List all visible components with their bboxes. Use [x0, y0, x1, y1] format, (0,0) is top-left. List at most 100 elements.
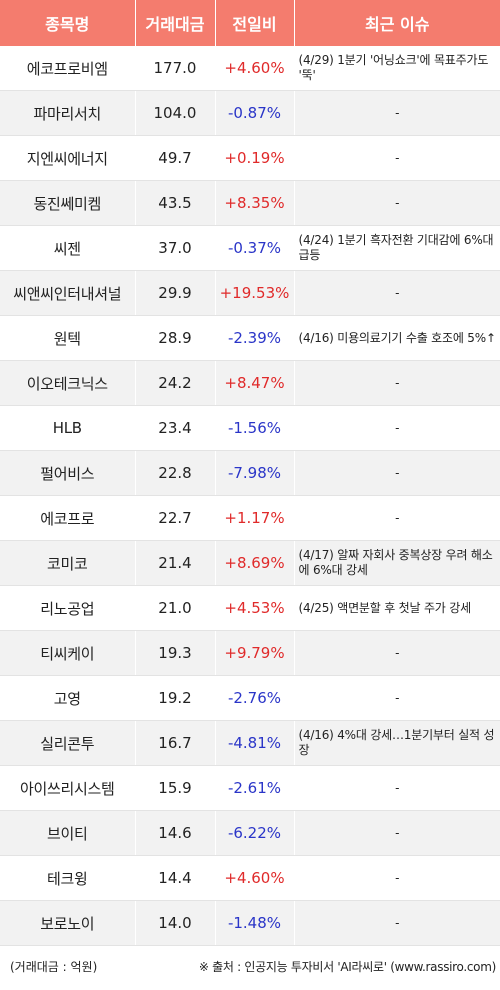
recent-issue: (4/17) 알짜 자회사 중복상장 우려 해소에 6%대 강세: [294, 540, 500, 586]
table-row: 펄어비스 22.8 -7.98% -: [0, 450, 500, 496]
recent-issue: -: [294, 135, 500, 181]
recent-issue: -: [294, 630, 500, 676]
price-change: +1.17%: [215, 495, 295, 541]
stock-name: 아이쓰리시스템: [0, 765, 136, 811]
stock-name: 파마리서치: [0, 90, 136, 136]
stock-name: 코미코: [0, 540, 136, 586]
trade-volume: 29.9: [135, 270, 216, 316]
trade-volume: 177.0: [135, 46, 216, 91]
recent-issue: -: [294, 405, 500, 451]
stock-name: 원텍: [0, 315, 136, 361]
recent-issue: (4/24) 1분기 흑자전환 기대감에 6%대 급등: [294, 225, 500, 271]
trade-volume: 16.7: [135, 720, 216, 766]
price-change: -7.98%: [215, 450, 295, 496]
price-change: -0.87%: [215, 90, 295, 136]
stock-name: 에코프로비엠: [0, 46, 136, 91]
recent-issue: (4/16) 미용의료기기 수출 호조에 5%↑: [294, 315, 500, 361]
table-row: 에코프로 22.7 +1.17% -: [0, 495, 500, 541]
recent-issue: (4/25) 액면분할 후 첫날 주가 강세: [294, 585, 500, 631]
price-change: +4.53%: [215, 585, 295, 631]
trade-volume: 22.7: [135, 495, 216, 541]
stock-name: 리노공업: [0, 585, 136, 631]
table-row: 씨앤씨인터내셔널 29.9 +19.53% -: [0, 270, 500, 316]
trade-volume: 28.9: [135, 315, 216, 361]
header-name: 종목명: [0, 0, 136, 46]
recent-issue: -: [294, 450, 500, 496]
price-change: +8.47%: [215, 360, 295, 406]
stock-name: 씨앤씨인터내셔널: [0, 270, 136, 316]
recent-issue: (4/29) 1분기 '어닝쇼크'에 목표주가도 '뚝': [294, 46, 500, 91]
stock-name: 이오테크닉스: [0, 360, 136, 406]
trade-volume: 14.6: [135, 810, 216, 856]
trade-volume: 37.0: [135, 225, 216, 271]
recent-issue: -: [294, 360, 500, 406]
stock-name: 보로노이: [0, 900, 136, 946]
stock-name: 씨젠: [0, 225, 136, 271]
table-body: 에코프로비엠 177.0 +4.60% (4/29) 1분기 '어닝쇼크'에 목표주가…: [0, 46, 500, 946]
table-row: HLB 23.4 -1.56% -: [0, 405, 500, 451]
header-volume: 거래대금: [135, 0, 216, 46]
trade-volume: 43.5: [135, 180, 216, 226]
price-change: -1.48%: [215, 900, 295, 946]
price-change: +8.35%: [215, 180, 295, 226]
stock-name: 에코프로: [0, 495, 136, 541]
table-row: 코미코 21.4 +8.69% (4/17) 알짜 자회사 중복상장 우려 해소에 6…: [0, 540, 500, 586]
header-issue: 최근 이슈: [294, 0, 500, 46]
trade-volume: 19.3: [135, 630, 216, 676]
table-row: 실리콘투 16.7 -4.81% (4/16) 4%대 강세…1분기부터 실적 성장: [0, 720, 500, 766]
price-change: -1.56%: [215, 405, 295, 451]
recent-issue: -: [294, 90, 500, 136]
table-row: 이오테크닉스 24.2 +8.47% -: [0, 360, 500, 406]
unit-note: (거래대금 : 억원): [10, 960, 98, 974]
stock-table: 종목명 거래대금 전일비 최근 이슈 에코프로비엠 177.0 +4.60% (4/2…: [0, 0, 500, 946]
trade-volume: 104.0: [135, 90, 216, 136]
recent-issue: -: [294, 810, 500, 856]
stock-name: HLB: [0, 405, 136, 451]
trade-volume: 14.0: [135, 900, 216, 946]
table-row: 씨젠 37.0 -0.37% (4/24) 1분기 흑자전환 기대감에 6%대 급등: [0, 225, 500, 271]
trade-volume: 19.2: [135, 675, 216, 721]
table-row: 브이티 14.6 -6.22% -: [0, 810, 500, 856]
price-change: +19.53%: [215, 270, 295, 316]
stock-name: 테크윙: [0, 855, 136, 901]
table-header: 종목명 거래대금 전일비 최근 이슈: [0, 0, 500, 46]
stock-name: 지엔씨에너지: [0, 135, 136, 181]
recent-issue: -: [294, 180, 500, 226]
trade-volume: 14.4: [135, 855, 216, 901]
recent-issue: -: [294, 495, 500, 541]
table-row: 원텍 28.9 -2.39% (4/16) 미용의료기기 수출 호조에 5%↑: [0, 315, 500, 361]
price-change: -4.81%: [215, 720, 295, 766]
price-change: -2.61%: [215, 765, 295, 811]
price-change: -6.22%: [215, 810, 295, 856]
source-note: ※ 출처 : 인공지능 투자비서 'AI라씨로' (www.rassiro.co…: [198, 960, 496, 974]
stock-name: 티씨케이: [0, 630, 136, 676]
header-change: 전일비: [215, 0, 295, 46]
footer: (거래대금 : 억원) ※ 출처 : 인공지능 투자비서 'AI라씨로' (ww…: [0, 954, 500, 978]
trade-volume: 21.4: [135, 540, 216, 586]
table-row: 동진쎄미켐 43.5 +8.35% -: [0, 180, 500, 226]
recent-issue: (4/16) 4%대 강세…1분기부터 실적 성장: [294, 720, 500, 766]
recent-issue: -: [294, 765, 500, 811]
price-change: +4.60%: [215, 855, 295, 901]
price-change: -2.76%: [215, 675, 295, 721]
price-change: -2.39%: [215, 315, 295, 361]
price-change: +9.79%: [215, 630, 295, 676]
trade-volume: 24.2: [135, 360, 216, 406]
recent-issue: -: [294, 675, 500, 721]
stock-name: 브이티: [0, 810, 136, 856]
table-row: 테크윙 14.4 +4.60% -: [0, 855, 500, 901]
trade-volume: 21.0: [135, 585, 216, 631]
price-change: +0.19%: [215, 135, 295, 181]
recent-issue: -: [294, 855, 500, 901]
price-change: +4.60%: [215, 46, 295, 91]
table-row: 파마리서치 104.0 -0.87% -: [0, 90, 500, 136]
stock-name: 실리콘투: [0, 720, 136, 766]
trade-volume: 23.4: [135, 405, 216, 451]
price-change: -0.37%: [215, 225, 295, 271]
table-row: 아이쓰리시스템 15.9 -2.61% -: [0, 765, 500, 811]
trade-volume: 49.7: [135, 135, 216, 181]
table-row: 에코프로비엠 177.0 +4.60% (4/29) 1분기 '어닝쇼크'에 목표주가…: [0, 46, 500, 91]
table-row: 티씨케이 19.3 +9.79% -: [0, 630, 500, 676]
trade-volume: 22.8: [135, 450, 216, 496]
